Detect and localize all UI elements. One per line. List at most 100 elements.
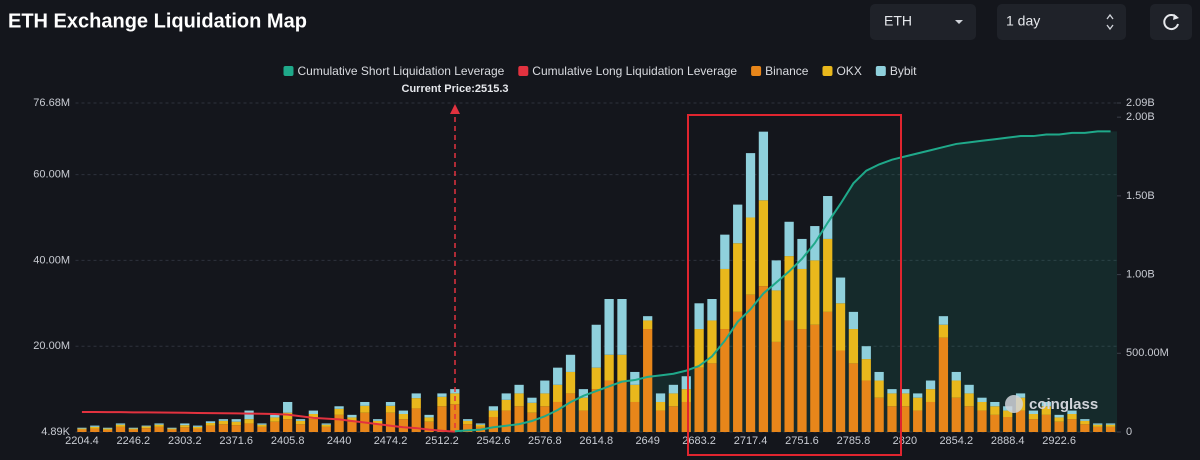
bar (913, 397, 923, 411)
bar (733, 311, 743, 432)
bar (424, 417, 434, 422)
period-select-box[interactable] (997, 4, 1126, 40)
bar (154, 424, 164, 427)
refresh-arrow[interactable] (1173, 14, 1179, 20)
bar (321, 426, 331, 432)
legend-swatch (283, 66, 294, 76)
bar (463, 420, 473, 425)
bar (115, 424, 126, 427)
bar (295, 420, 306, 425)
bar (540, 380, 550, 394)
bar (257, 424, 267, 427)
bar (758, 286, 769, 432)
refresh-button[interactable] (1150, 4, 1192, 40)
x-tick-label: 2474.2 (374, 435, 408, 447)
bar (360, 401, 370, 406)
bar (720, 268, 730, 330)
period-select-text[interactable]: 1 day (1006, 13, 1040, 29)
bar (810, 260, 820, 325)
bar (514, 384, 524, 394)
bar (797, 238, 807, 269)
bar (103, 429, 113, 432)
bar (347, 421, 357, 432)
bar (861, 380, 871, 432)
refresh-icon[interactable] (1163, 14, 1179, 31)
bar (745, 294, 756, 432)
x-tick-label: 2683.2 (682, 435, 716, 447)
bar (835, 277, 846, 304)
bar (1041, 414, 1051, 432)
bar (823, 238, 833, 312)
bar (964, 384, 974, 394)
bar (295, 419, 306, 421)
refresh-box[interactable] (1150, 4, 1192, 40)
bar (681, 401, 691, 432)
bar (720, 329, 730, 432)
bar (630, 371, 640, 385)
bar (1041, 406, 1051, 415)
bar (694, 303, 704, 330)
bar (925, 401, 936, 432)
bar (1054, 417, 1064, 422)
bar (180, 423, 190, 426)
bar (231, 425, 241, 432)
bar (630, 384, 640, 402)
bar (488, 417, 499, 432)
bar (1080, 420, 1090, 425)
x-tick-label: 2614.8 (579, 435, 613, 447)
bar (193, 428, 203, 432)
bar (527, 397, 537, 403)
y2-tick-label: 1.00B (1126, 268, 1155, 280)
bar (283, 412, 293, 420)
bar (771, 260, 781, 291)
bar (990, 401, 1000, 407)
bar (1067, 413, 1077, 420)
legend: Cumulative Short Liquidation Leverage Cum… (283, 64, 917, 78)
period-select[interactable]: 1 day (997, 4, 1126, 40)
dropdown-caret[interactable] (955, 20, 963, 24)
asset-select[interactable]: ETH (870, 4, 976, 40)
y-tick-label: 76.68M (33, 97, 70, 109)
y-tick-label: 20.00M (33, 340, 70, 352)
bar (501, 393, 511, 400)
bar (231, 419, 241, 422)
asset-select-box[interactable] (870, 4, 976, 40)
bar (951, 397, 961, 432)
watermark: coinglass (1029, 396, 1098, 413)
bar (347, 414, 357, 418)
bar (77, 429, 87, 432)
bar (1003, 410, 1013, 418)
watermark-logo (1005, 395, 1023, 413)
bar (1067, 419, 1077, 432)
bar (411, 398, 421, 409)
bar (385, 412, 396, 432)
bar (257, 426, 267, 432)
bar (475, 423, 486, 425)
bar (925, 380, 936, 390)
bar (463, 424, 473, 432)
bar (745, 153, 756, 218)
bar (437, 393, 447, 397)
x-tick-label: 2820 (893, 435, 917, 447)
bar (668, 393, 679, 407)
asset-select-text[interactable]: ETH (884, 13, 912, 29)
bar (668, 406, 679, 432)
x-tick-label: 2542.6 (477, 435, 511, 447)
spinner-icon[interactable] (1106, 13, 1114, 31)
y-tick-label: 4.89K (41, 426, 70, 438)
bar (527, 412, 537, 432)
bar (501, 399, 511, 411)
bar (617, 299, 627, 355)
bar (1015, 393, 1026, 398)
bar (514, 393, 524, 407)
bar (758, 200, 769, 287)
bar (501, 410, 511, 432)
bar (90, 428, 100, 432)
bar (617, 354, 627, 381)
bar (977, 397, 987, 402)
current-price-label: Current Price:2515.3 (402, 83, 509, 95)
bar (938, 324, 949, 338)
bar (887, 406, 897, 432)
x-tick-label: 2649 (635, 435, 659, 447)
bar (141, 428, 151, 432)
